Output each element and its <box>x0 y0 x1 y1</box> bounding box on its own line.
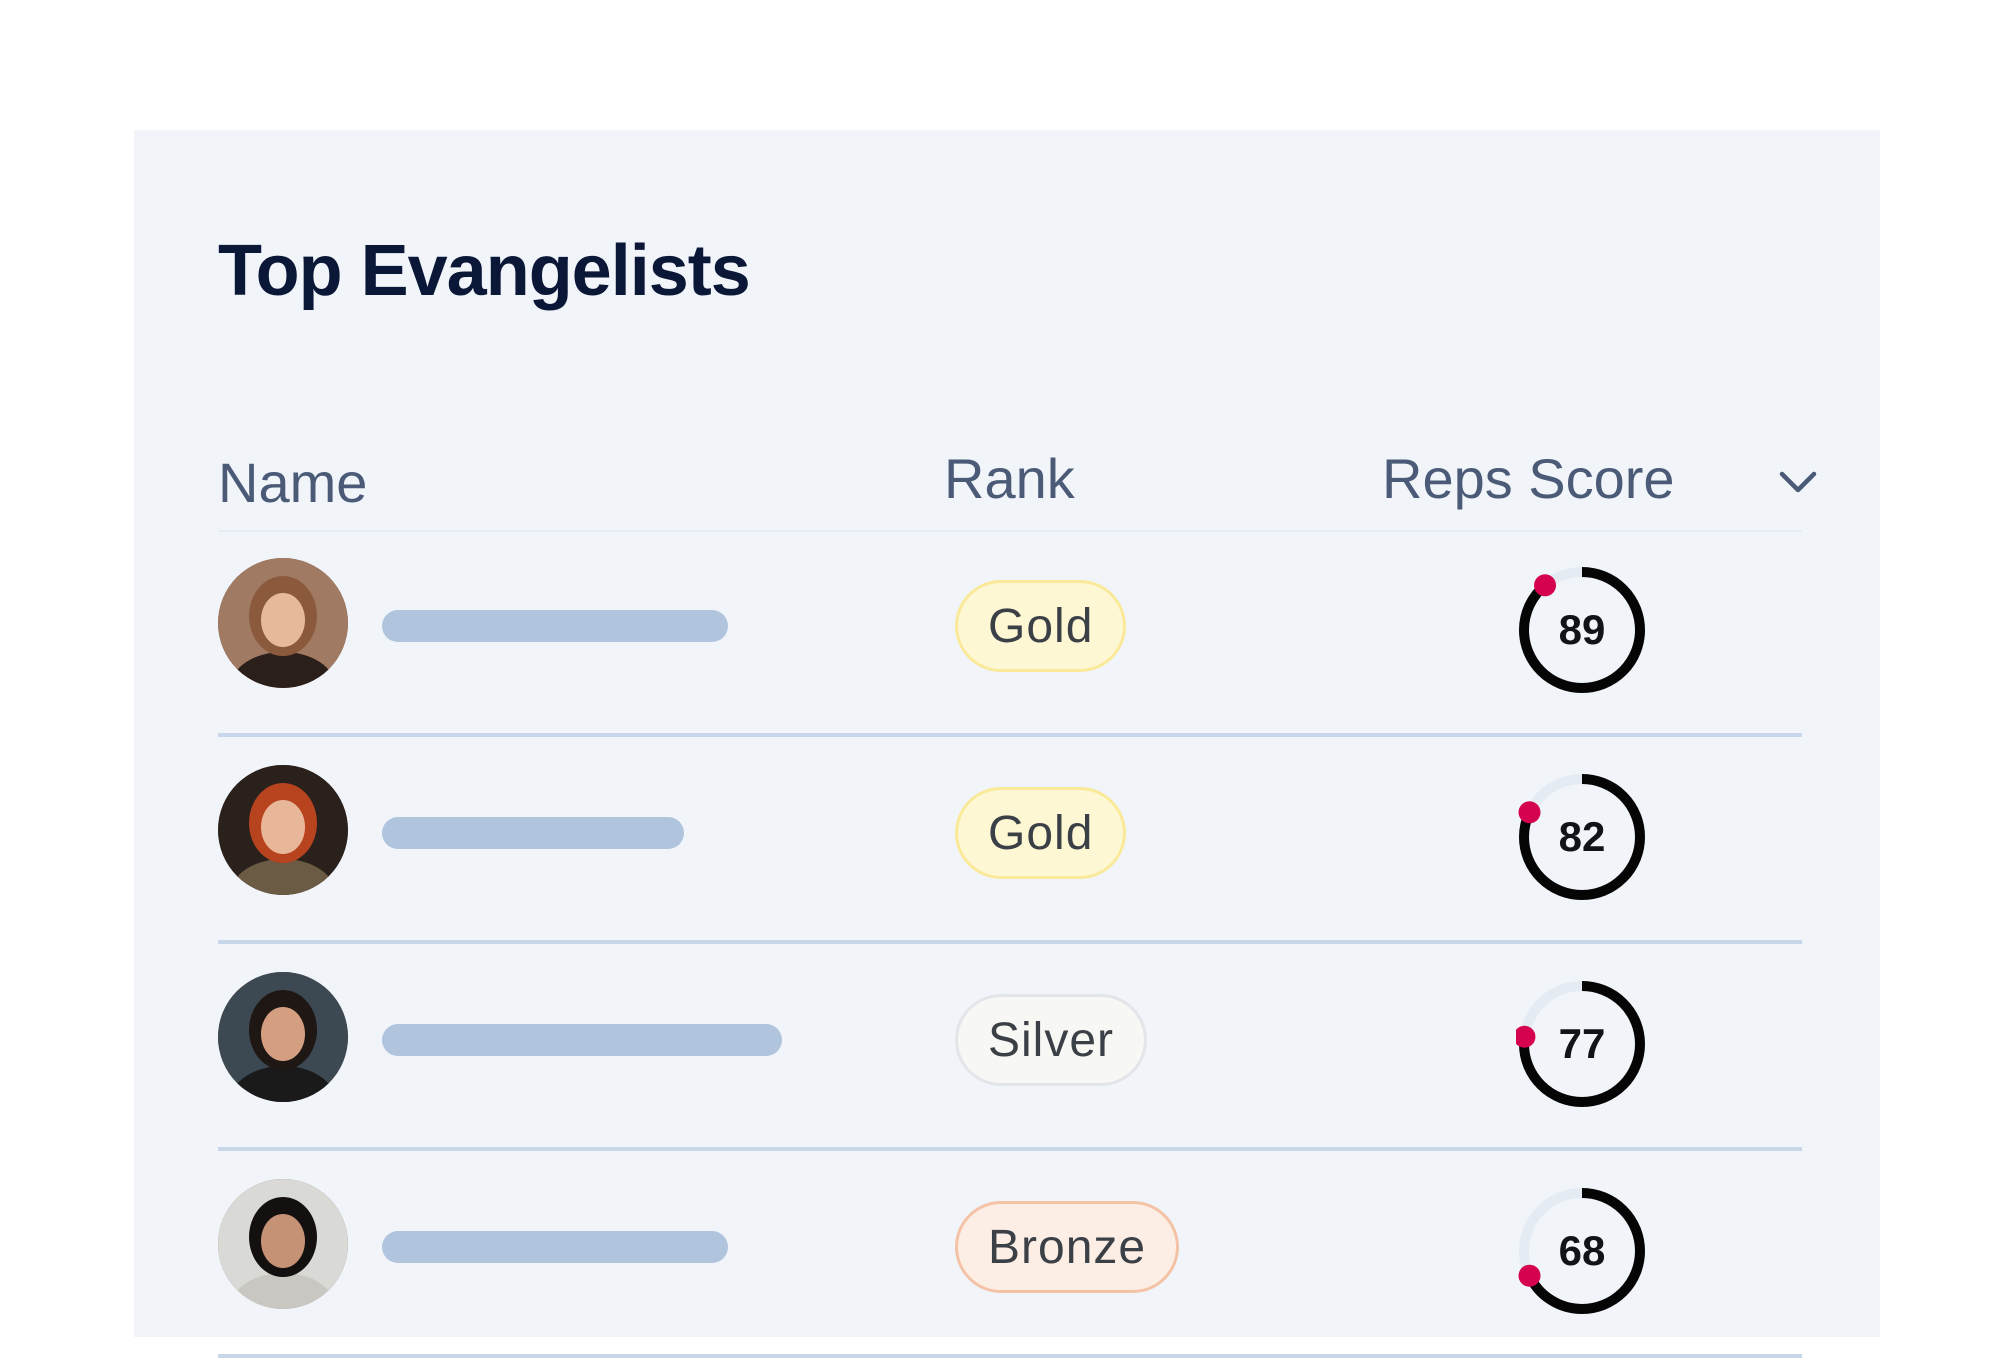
top-evangelists-card: Top Evangelists Name Rank Reps Score Gol… <box>134 130 1880 1358</box>
name-placeholder-bar <box>382 1024 782 1056</box>
column-header-name[interactable]: Name <box>218 451 368 514</box>
score-ring-end-dot <box>1534 574 1557 597</box>
column-header-rank[interactable]: Rank <box>944 447 1075 510</box>
avatar <box>218 972 348 1102</box>
avatar <box>218 1179 348 1309</box>
rank-badge: Gold <box>955 580 1127 672</box>
score-ring <box>1518 1188 1645 1314</box>
table-row[interactable]: Bronze 68 <box>218 1151 1802 1358</box>
score-value: 89 <box>1558 606 1606 653</box>
table-row[interactable]: Gold 82 <box>218 737 1802 944</box>
name-placeholder-bar <box>382 610 728 642</box>
score-ring-end-dot <box>1518 801 1541 824</box>
name-placeholder-bar <box>382 817 684 849</box>
score-value: 68 <box>1558 1227 1606 1274</box>
name-placeholder-bar <box>382 1231 728 1263</box>
column-header-reps-score[interactable]: Reps Score <box>1382 447 1675 510</box>
score-ring <box>1519 567 1645 693</box>
score-ring <box>1518 774 1645 900</box>
score-value: 82 <box>1558 813 1606 860</box>
score-value: 77 <box>1558 1020 1606 1067</box>
avatar <box>218 765 348 895</box>
table-row[interactable]: Gold 89 <box>218 530 1802 737</box>
score-ring <box>1516 981 1645 1107</box>
score-ring-end-dot <box>1518 1264 1541 1287</box>
avatar <box>218 558 348 688</box>
evangelist-list: Gold 89 Gold 82 Silver 77 Bronze 68 <box>218 530 1802 1358</box>
rank-badge: Bronze <box>955 1201 1180 1293</box>
card-title: Top Evangelists <box>218 231 751 311</box>
chevron-down-icon[interactable] <box>1776 460 1820 504</box>
rank-badge: Gold <box>955 787 1127 879</box>
score-ring-progress <box>1519 1188 1645 1314</box>
score-ring-progress <box>1519 567 1645 693</box>
table-row[interactable]: Silver 77 <box>218 944 1802 1151</box>
rank-badge: Silver <box>955 994 1148 1086</box>
table-header: Name Rank Reps Score <box>218 420 1817 532</box>
score-ring-progress <box>1519 774 1645 900</box>
score-ring-end-dot <box>1516 1025 1536 1048</box>
